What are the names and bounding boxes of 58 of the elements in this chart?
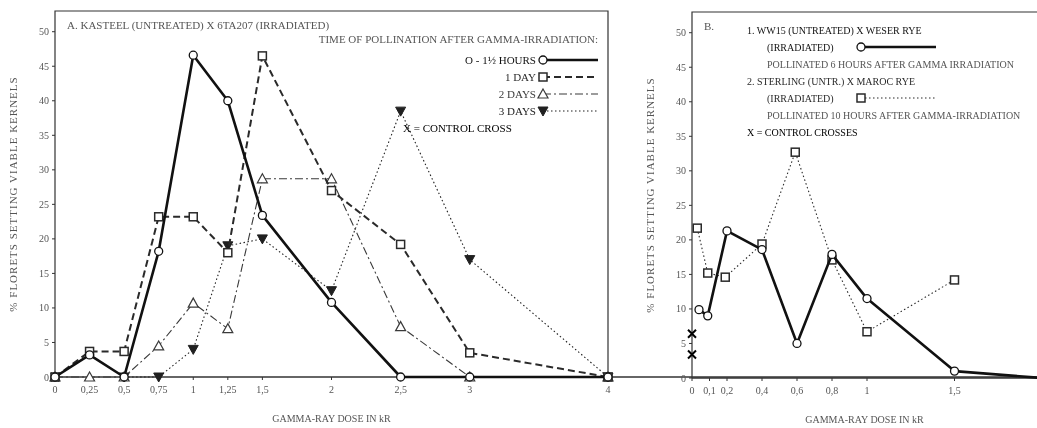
legend-label: 2 DAYS <box>498 88 536 100</box>
x-tick-label: 3 <box>467 384 473 395</box>
x-axis-title: GAMMA-RAY DOSE IN kR <box>805 414 925 425</box>
x-tick-label: 0,8 <box>825 385 839 396</box>
x-tick-label: 1 <box>190 384 196 395</box>
x-tick-label: 0,4 <box>755 385 769 396</box>
y-tick-label: 20 <box>39 233 49 245</box>
x-tick-label: 1,25 <box>219 384 237 395</box>
y-tick-label: 5 <box>44 336 49 348</box>
x-tick-label: 2 <box>329 384 334 395</box>
x-tick-label: 0 <box>689 385 695 396</box>
x-tick-label: 1 <box>864 385 870 396</box>
y-tick-label: 30 <box>39 164 49 176</box>
x-tick-label: 2,5 <box>394 384 407 395</box>
y-tick-label: 30 <box>676 165 686 177</box>
y-tick-label: 15 <box>676 268 686 280</box>
text: X = CONTROL CROSS <box>403 122 512 134</box>
y-tick-label: 5 <box>681 337 686 349</box>
x-tick-label: 0,1 <box>703 385 716 396</box>
y-tick-label: 45 <box>676 61 686 73</box>
y-tick-label: 15 <box>39 267 49 279</box>
x-tick-label: 0,2 <box>720 385 734 396</box>
y-tick-label: 45 <box>39 60 49 72</box>
y-tick-label: 10 <box>39 302 49 314</box>
y-tick-label: 35 <box>676 130 686 142</box>
y-tick-label: 25 <box>39 198 49 210</box>
y-tick-label: 25 <box>676 199 686 211</box>
x-tick-label: 0 <box>52 384 58 395</box>
y-tick-label: 40 <box>676 96 686 108</box>
y-axis-title: % FLORETS SETTING VIABLE KERNELS <box>644 77 656 313</box>
x-axis-title: GAMMA-RAY DOSE IN kR <box>272 413 392 424</box>
text: 1. WW15 (UNTREATED) X WESER RYE (IRRADIATED) <box>747 25 922 54</box>
x-tick-label: 0,6 <box>790 385 804 396</box>
y-axis-title: % FLORETS SETTING VIABLE KERNELS <box>7 76 19 312</box>
y-tick-label: 10 <box>676 303 686 315</box>
annotation: POLLINATED 6 HOURS AFTER GAMMA IRRADIATION <box>767 59 1014 70</box>
legend-label: 3 DAYS <box>498 105 536 117</box>
y-tick-label: 50 <box>676 27 686 39</box>
legend-label: O - 1½ HOURS <box>465 54 536 66</box>
text: X = CONTROL CROSSES <box>747 127 858 138</box>
y-tick-label: 20 <box>676 234 686 246</box>
x-tick-label: 0,5 <box>117 384 131 395</box>
x-tick-label: 0,25 <box>80 384 99 395</box>
x-tick-label: 1,5 <box>256 384 269 395</box>
legend-title: TIME OF POLLINATION AFTER GAMMA-IRRADIATION: <box>318 33 598 45</box>
text: B. <box>704 20 715 32</box>
legend-label: 1 DAY <box>504 71 537 83</box>
x-tick-label: 1,5 <box>948 385 961 396</box>
y-tick-label: 0 <box>681 372 686 384</box>
y-tick-label: 50 <box>39 26 49 38</box>
x-tick-label: 4 <box>605 384 611 395</box>
y-tick-label: 0 <box>44 371 49 383</box>
text: 2. STERLING (UNTR.) X MAROC RYE (IRRADIATED) <box>747 76 916 105</box>
y-tick-label: 40 <box>39 95 49 107</box>
x-tick-label: 0,75 <box>149 384 168 395</box>
annotation: POLLINATED 10 HOURS AFTER GAMMA-IRRADIATION <box>767 110 1021 121</box>
text: A. KASTEEL (UNTREATED) X 6TA207 (IRRADIATED) <box>67 19 330 32</box>
y-tick-label: 35 <box>39 129 49 141</box>
